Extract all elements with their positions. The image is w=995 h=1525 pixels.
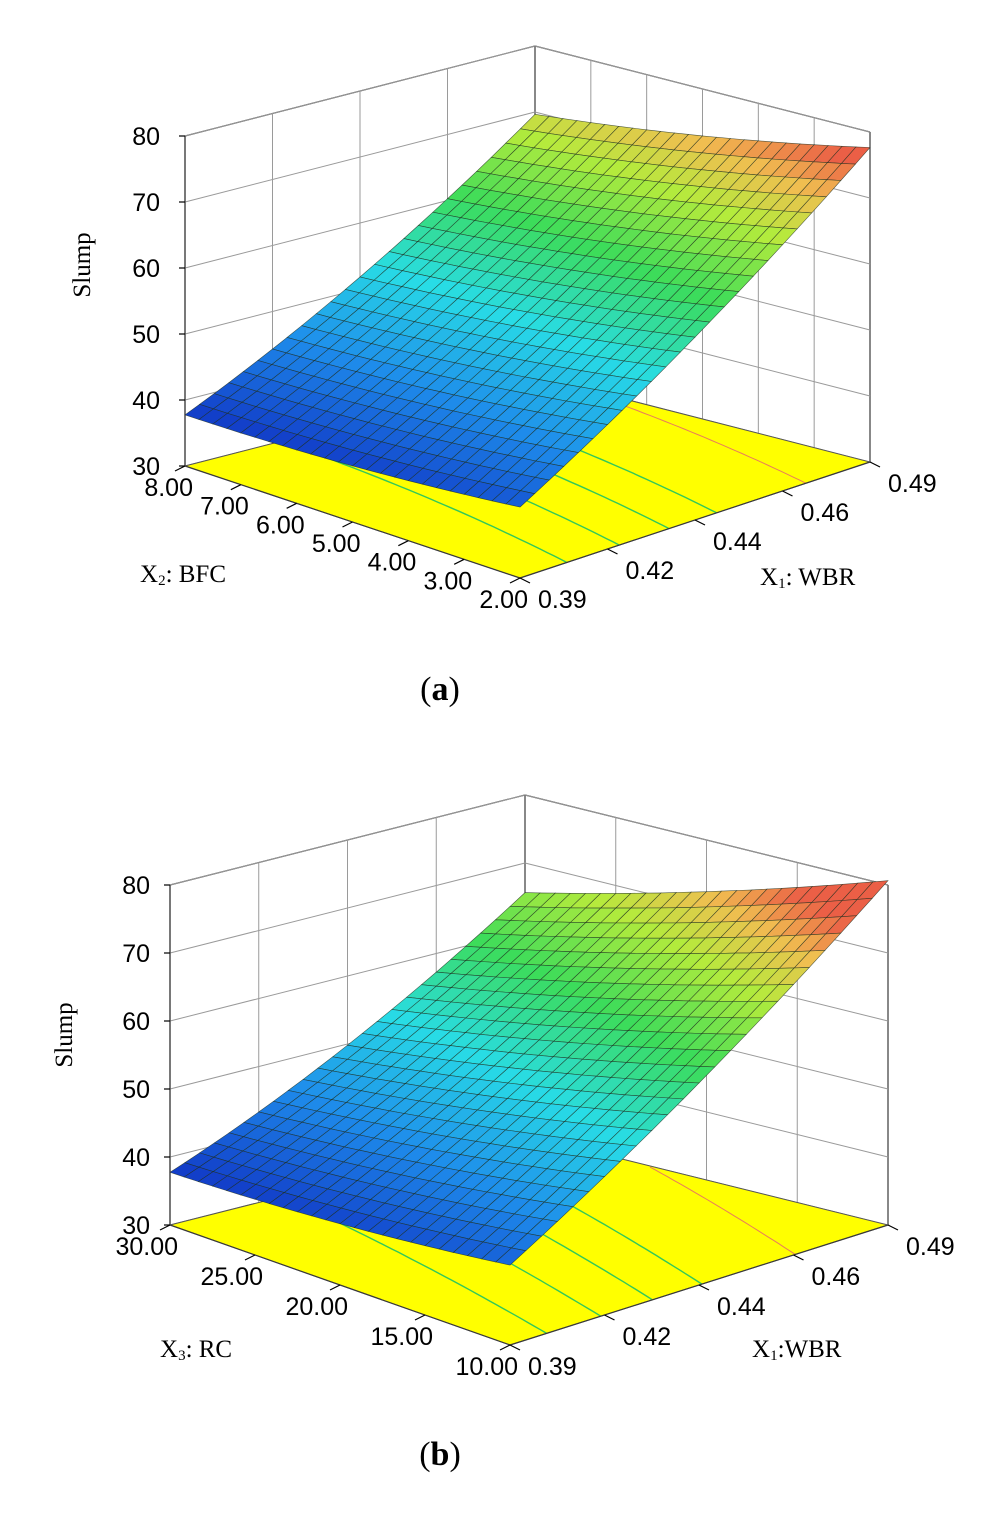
x2-tick-mark xyxy=(329,1284,341,1291)
x2-tick-mark xyxy=(286,502,297,509)
x1-tick-mark xyxy=(698,1284,710,1291)
z-tick-label: 50 xyxy=(132,321,160,349)
surface-cell xyxy=(495,1247,527,1266)
x1-tick-mark xyxy=(793,1254,804,1261)
x2-tick-label: 2.00 xyxy=(479,586,528,614)
x1-tick-label: 0.44 xyxy=(717,1293,766,1321)
panel-a: 30 40 50 60 70 80 Slump 0.39 0.42 0.44 0.46 0.49 2.0… xyxy=(69,45,937,708)
z-tick-label: 60 xyxy=(122,1008,150,1036)
x2-tick-mark xyxy=(509,577,521,584)
x2-tick-label: 6.00 xyxy=(256,511,305,539)
z-axis-title: Slump xyxy=(51,1002,78,1067)
floor-contour xyxy=(649,1166,796,1255)
x2-tick-label: 8.00 xyxy=(144,474,193,502)
x1-tick-label: 0.46 xyxy=(801,499,850,527)
x1-tick-mark xyxy=(887,1224,899,1231)
z-tick-label: 60 xyxy=(132,255,160,283)
z-tick-label: 70 xyxy=(132,189,160,217)
x2-tick-label: 5.00 xyxy=(312,530,361,558)
x1-tick-mark xyxy=(694,519,706,526)
z-tick-label: 70 xyxy=(122,940,150,968)
x1-tick-mark xyxy=(509,1344,521,1351)
x2-tick-label: 25.00 xyxy=(200,1263,263,1291)
x1-axis-title: X1: WBR xyxy=(760,564,856,592)
x2-tick-label: 7.00 xyxy=(200,493,249,521)
x1-tick-label: 0.49 xyxy=(888,470,937,498)
z-tick-label: 40 xyxy=(122,1144,150,1172)
x2-axis-title: X2: BFC xyxy=(140,561,226,589)
x2-tick-label: 10.00 xyxy=(455,1353,518,1381)
z-tick-label: 40 xyxy=(132,387,160,415)
x2-tick-mark xyxy=(174,465,186,472)
z-tick-label: 80 xyxy=(132,123,160,151)
x1-tick-mark xyxy=(604,1314,615,1321)
panel-b: 30 40 50 60 70 80 Slump 0.39 0.42 0.44 0.46 0.49 10.… xyxy=(51,794,955,1473)
z-axis-title: Slump xyxy=(69,232,96,297)
x1-tick-mark xyxy=(782,490,793,497)
response-surface xyxy=(184,113,871,508)
x1-tick-mark xyxy=(607,548,618,555)
x2-tick-label: 4.00 xyxy=(368,549,417,577)
x2-tick-mark xyxy=(159,1224,171,1231)
x2-tick-mark xyxy=(342,521,353,528)
x1-tick-label: 0.44 xyxy=(713,528,762,556)
x2-tick-label: 20.00 xyxy=(285,1293,348,1321)
x2-tick-label: 15.00 xyxy=(370,1323,433,1351)
panel-caption-letter: a xyxy=(432,671,449,708)
x2-tick-mark xyxy=(453,558,465,565)
x1-tick-label: 0.39 xyxy=(528,1353,577,1381)
x2-tick-mark xyxy=(414,1314,426,1321)
x1-tick-label: 0.42 xyxy=(626,557,675,585)
z-tick-label: 30 xyxy=(122,1212,150,1240)
panel-caption-letter: b xyxy=(431,1436,450,1473)
x2-axis-title: X3: RC xyxy=(160,1336,232,1364)
x2-tick-mark xyxy=(244,1254,256,1261)
x1-axis-title: X1:WBR xyxy=(752,1336,842,1364)
x1-tick-mark xyxy=(869,461,881,468)
x1-tick-mark xyxy=(519,577,531,584)
x1-tick-label: 0.49 xyxy=(906,1233,955,1261)
x2-tick-mark xyxy=(499,1344,511,1351)
z-tick-label: 50 xyxy=(122,1076,150,1104)
x2-tick-label: 3.00 xyxy=(423,567,472,595)
panel-caption: (a) xyxy=(420,671,460,708)
x2-tick-mark xyxy=(398,540,409,547)
panel-caption: (b) xyxy=(419,1436,461,1473)
x2-tick-label: 30.00 xyxy=(115,1233,178,1261)
surface-cell xyxy=(505,490,536,508)
z-tick-label: 30 xyxy=(132,453,160,481)
response-surface xyxy=(169,880,889,1266)
z-tick-label: 80 xyxy=(122,872,150,900)
x1-tick-label: 0.39 xyxy=(538,586,587,614)
x2-tick-mark xyxy=(230,484,242,491)
x1-tick-label: 0.46 xyxy=(812,1263,861,1291)
x1-tick-label: 0.42 xyxy=(623,1323,672,1351)
